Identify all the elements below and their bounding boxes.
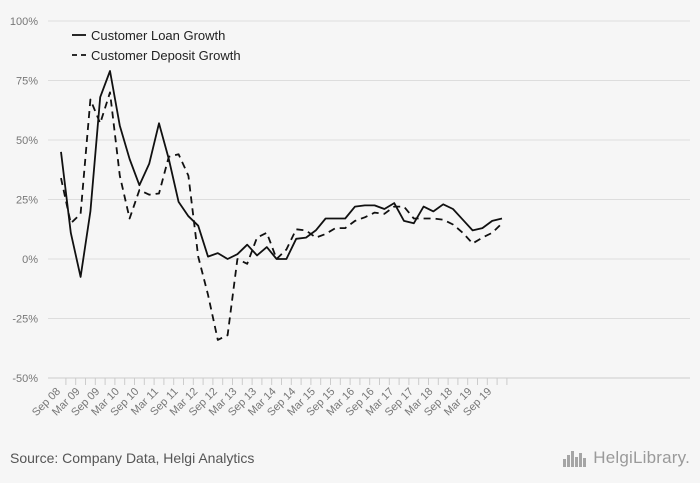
source-note: Source: Company Data, Helgi Analytics bbox=[10, 450, 255, 466]
series-line-deposit bbox=[60, 91, 503, 341]
legend-label: Customer Loan Growth bbox=[91, 28, 225, 43]
y-tick-label: -25% bbox=[12, 314, 38, 326]
series-line-loan bbox=[60, 70, 503, 278]
y-tick-label: 100% bbox=[10, 16, 38, 28]
legend-label: Customer Deposit Growth bbox=[91, 48, 241, 63]
y-tick-label: 75% bbox=[16, 76, 38, 88]
y-tick-label: -50% bbox=[12, 373, 38, 385]
brand-name: HelgiLibrary. bbox=[593, 448, 690, 467]
brand-logo[interactable]: HelgiLibrary. bbox=[563, 448, 690, 468]
y-tick-label: 50% bbox=[16, 135, 38, 147]
y-tick-label: 0% bbox=[22, 254, 38, 266]
y-tick-label: 25% bbox=[16, 195, 38, 207]
city-skyline-icon bbox=[563, 451, 587, 467]
